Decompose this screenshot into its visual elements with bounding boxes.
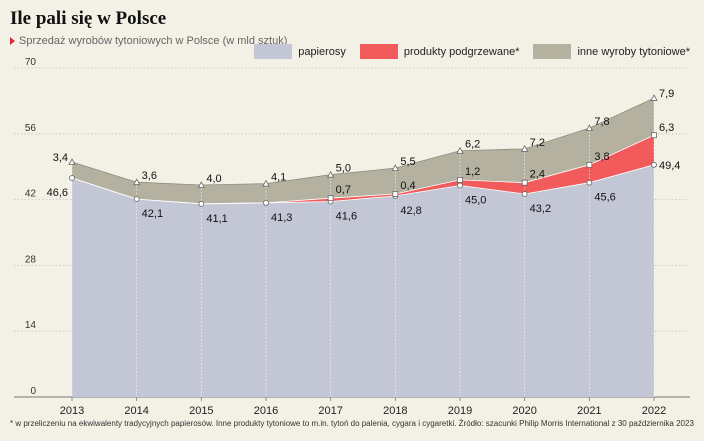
point-inne — [197, 181, 206, 188]
y-tick-label: 70 — [25, 57, 37, 68]
point-papierosy — [69, 175, 75, 181]
point-inne — [585, 124, 594, 132]
x-tick-label: 2020 — [512, 405, 536, 417]
point-podgrzewane — [586, 161, 593, 168]
point-papierosy — [586, 179, 593, 186]
data-label-papierosy: 45,0 — [465, 195, 486, 207]
x-tick-label: 2021 — [577, 405, 601, 417]
data-label-inne: 5,5 — [400, 156, 415, 168]
point-papierosy — [521, 191, 528, 197]
point-podgrzewane — [651, 132, 657, 139]
legend-item-inne: inne wyroby tytoniowe* — [533, 44, 690, 59]
data-label-papierosy: 45,6 — [594, 192, 615, 204]
chart-title: Ile pali się w Polsce — [10, 8, 167, 29]
chart-subtitle-text: Sprzedaż wyrobów tytoniowych w Polsce (w… — [19, 35, 288, 47]
x-tick-label: 2016 — [254, 405, 278, 417]
area-inne — [72, 98, 654, 204]
point-papierosy — [133, 196, 140, 203]
chart-subtitle: Sprzedaż wyrobów tytoniowych w Polsce (w… — [10, 35, 287, 47]
x-tick-label: 2019 — [448, 405, 472, 417]
data-label-podgrzewane: 0,7 — [336, 184, 351, 196]
point-papierosy — [263, 199, 269, 206]
chart-legend: papierosy produkty podgrzewane* inne wyr… — [240, 44, 690, 59]
legend-swatch-inne — [533, 44, 572, 59]
legend-label-inne: inne wyroby tytoniowe* — [577, 45, 690, 58]
series-line — [71, 97, 655, 186]
point-inne — [391, 164, 400, 172]
data-label-inne: 7,8 — [594, 116, 609, 128]
point-inne — [520, 145, 529, 152]
x-tick-label: 2017 — [318, 405, 342, 417]
point-inne — [456, 146, 464, 154]
legend-swatch-podgrzewane — [359, 44, 398, 59]
point-podgrzewane — [457, 176, 463, 183]
data-label-podgrzewane: 2,4 — [530, 169, 545, 181]
point-inne — [650, 94, 658, 101]
area-papierosy — [72, 164, 654, 397]
data-label-papierosy: 41,1 — [206, 213, 227, 225]
data-label-podgrzewane: 3,8 — [594, 151, 609, 163]
area-podgrzewane — [72, 135, 654, 204]
point-inne — [262, 179, 270, 187]
data-label-inne: 6,2 — [465, 139, 480, 151]
point-podgrzewane — [521, 179, 528, 186]
data-label-podgrzewane: 1,2 — [465, 166, 480, 178]
data-label-podgrzewane: 6,3 — [659, 122, 674, 134]
data-label-inne: 7,2 — [530, 137, 545, 149]
data-label-papierosy: 42,1 — [142, 208, 163, 220]
legend-item-papierosy: papierosy — [254, 44, 346, 59]
x-tick-label: 2014 — [124, 405, 148, 417]
data-label-papierosy: 41,3 — [271, 212, 292, 224]
series-line — [71, 134, 655, 205]
y-tick-label: 0 — [30, 386, 36, 397]
x-tick-label: 2013 — [60, 405, 84, 417]
data-label-inne: 5,0 — [336, 163, 351, 175]
point-papierosy — [651, 161, 657, 168]
data-label-papierosy: 43,2 — [530, 203, 551, 215]
point-inne — [68, 158, 76, 165]
legend-label-papierosy: papierosy — [298, 45, 346, 58]
legend-swatch-papierosy — [254, 44, 293, 59]
point-papierosy — [457, 182, 463, 189]
data-label-papierosy: 46,6 — [47, 187, 68, 199]
triangle-bullet-icon — [10, 37, 15, 45]
data-label-podgrzewane: 0,4 — [400, 180, 415, 192]
data-label-inne: 3,4 — [53, 152, 68, 164]
data-label-inne: 4,1 — [271, 172, 286, 184]
x-tick-label: 2022 — [642, 405, 666, 417]
data-label-inne: 4,0 — [206, 173, 221, 185]
data-label-inne: 7,9 — [659, 88, 674, 100]
data-label-papierosy: 41,6 — [336, 210, 357, 222]
y-tick-label: 14 — [25, 320, 37, 331]
point-inne — [326, 170, 335, 178]
data-label-papierosy: 49,4 — [659, 160, 680, 172]
point-podgrzewane — [327, 195, 334, 202]
x-tick-label: 2015 — [189, 405, 213, 417]
point-podgrzewane — [392, 191, 399, 197]
chart-footnote: * w przeliczeniu na ekwiwalenty tradycyj… — [10, 419, 694, 428]
x-tick-label: 2018 — [383, 405, 407, 417]
data-label-inne: 3,6 — [142, 170, 157, 182]
y-tick-label: 56 — [25, 123, 37, 134]
point-papierosy — [198, 200, 205, 207]
legend-item-podgrzewane: produkty podgrzewane* — [359, 44, 520, 59]
y-tick-label: 42 — [25, 189, 37, 200]
point-inne — [132, 178, 141, 186]
y-tick-label: 28 — [25, 254, 37, 265]
data-label-papierosy: 42,8 — [400, 205, 421, 217]
legend-label-podgrzewane: produkty podgrzewane* — [403, 45, 520, 58]
